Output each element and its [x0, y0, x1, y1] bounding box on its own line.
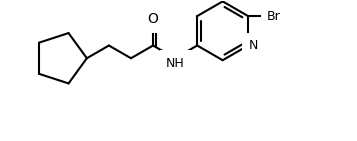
- Text: NH: NH: [166, 57, 185, 70]
- Text: O: O: [148, 12, 159, 26]
- Text: Br: Br: [267, 10, 281, 23]
- Text: N: N: [248, 39, 258, 52]
